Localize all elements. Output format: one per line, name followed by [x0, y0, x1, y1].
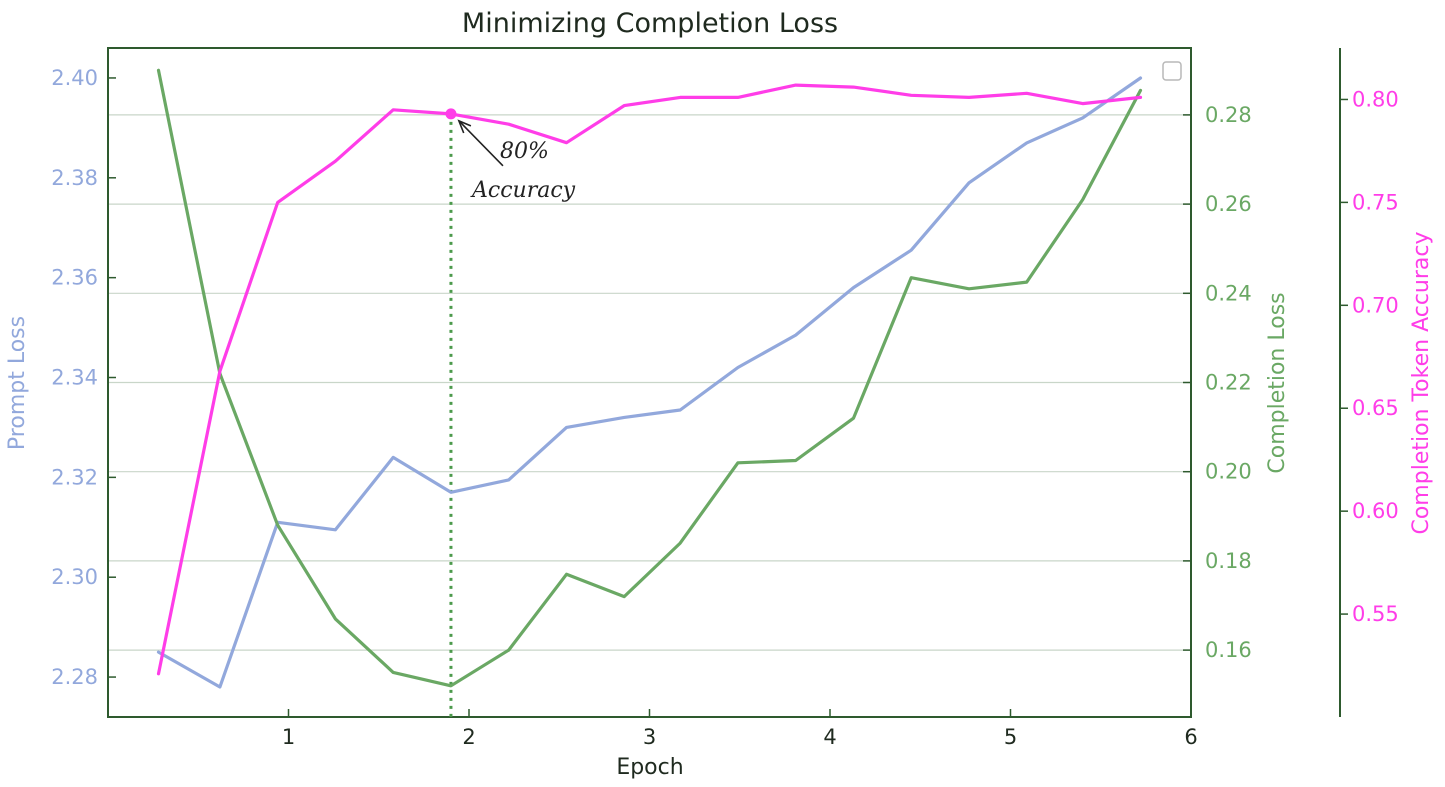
right1-tick-label-2: 0.20	[1205, 460, 1252, 484]
annotation: 80% Accuracy	[445, 108, 576, 203]
legend-box	[1162, 61, 1182, 81]
left-tick-label-5: 2.38	[51, 166, 98, 190]
annotation-text-line2: Accuracy	[470, 178, 576, 203]
right2-tick-label-3: 0.70	[1352, 293, 1399, 317]
right2-tick-label-1: 0.60	[1352, 499, 1399, 523]
x-tick-label-3: 4	[823, 725, 836, 749]
left-tick-label-4: 2.36	[51, 266, 98, 290]
series-line-completion	[156, 68, 1143, 688]
x-axis-label: Epoch	[616, 755, 683, 780]
annotation-point	[445, 108, 457, 120]
axis-ticks: 1 2 3 4 5 6 2.28 2.30 2.32 2.34 2.36 2.38 2.40 0.16 0.…	[51, 66, 1399, 749]
right2-tick-label-2: 0.65	[1352, 396, 1399, 420]
series-line-prompt	[156, 76, 1143, 689]
annotation-arrow-shaft	[458, 120, 504, 167]
right2-tick-label-4: 0.75	[1352, 190, 1399, 214]
grid-lines	[108, 114, 1191, 651]
right1-tick-label-4: 0.24	[1205, 281, 1252, 305]
right1-tick-label-3: 0.22	[1205, 371, 1252, 395]
y-axis-label-completion-loss: Completion Loss	[1265, 292, 1290, 473]
series-line-accuracy	[156, 83, 1143, 676]
right1-tick-label-6: 0.28	[1205, 103, 1252, 127]
left-tick-label-6: 2.40	[51, 66, 98, 90]
series-lines	[156, 68, 1143, 689]
left-tick-label-2: 2.32	[51, 465, 98, 489]
x-tick-label-2: 3	[643, 725, 656, 749]
chart-title: Minimizing Completion Loss	[462, 8, 838, 39]
x-tick-label-4: 5	[1004, 725, 1017, 749]
left-tick-label-3: 2.34	[51, 366, 98, 390]
right2-tick-label-0: 0.55	[1352, 602, 1399, 626]
right1-tick-label-0: 0.16	[1205, 638, 1252, 662]
x-tick-label-5: 6	[1184, 725, 1197, 749]
y-axis-label-prompt-loss: Prompt Loss	[5, 316, 30, 450]
left-tick-label-1: 2.30	[51, 565, 98, 589]
x-tick-label-0: 1	[282, 725, 295, 749]
left-tick-label-0: 2.28	[51, 665, 98, 689]
y-axis-label-completion-token-accuracy: Completion Token Accuracy	[1409, 231, 1434, 534]
annotation-arrow-head	[457, 119, 472, 134]
right1-tick-label-5: 0.26	[1205, 192, 1252, 216]
right2-tick-label-5: 0.80	[1352, 87, 1399, 111]
right1-tick-label-1: 0.18	[1205, 549, 1252, 573]
x-tick-label-1: 2	[462, 725, 475, 749]
annotation-text-line1: 80%	[500, 139, 549, 164]
